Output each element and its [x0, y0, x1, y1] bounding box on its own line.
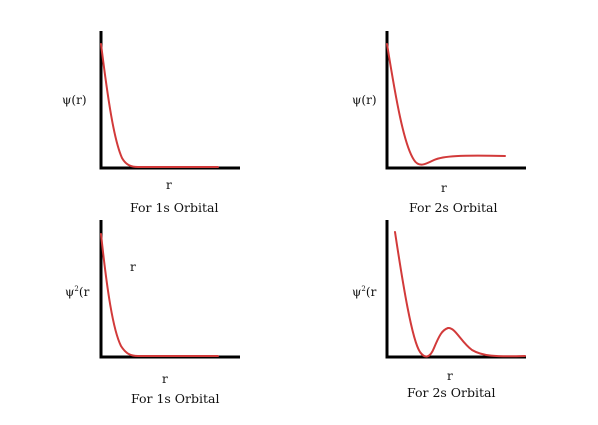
chart-caption: For 2s Orbital [407, 385, 496, 400]
y-axis-label-psi: ψ [65, 285, 74, 299]
axes [99, 31, 240, 170]
psi-1s-curve [100, 43, 219, 168]
y-axis-label-superscript: 2 [74, 285, 78, 293]
panel-1s-psi: ψ(r) r For 1s Orbital [62, 31, 240, 215]
psi-squared-1s-curve [100, 233, 219, 357]
axes [99, 220, 240, 359]
y-axis-label-rest: (r [79, 285, 90, 299]
y-axis-label: ψ(r) [62, 93, 87, 107]
curve-annotation: r [130, 260, 136, 274]
y-axis-label: ψ2(r [352, 285, 377, 299]
axes [385, 31, 526, 170]
psi-squared-2s-curve [394, 231, 526, 358]
chart-caption: For 1s Orbital [131, 391, 220, 406]
chart-caption: For 1s Orbital [130, 200, 219, 215]
x-axis-label: r [441, 181, 447, 195]
x-axis-label: r [166, 178, 172, 192]
y-axis-label-psi: ψ [352, 285, 361, 299]
y-axis-label-rest: (r [366, 285, 377, 299]
y-axis-label: ψ2(r [65, 285, 90, 299]
panel-2s-psi: ψ(r) r For 2s Orbital [352, 31, 526, 215]
axes [385, 220, 526, 359]
y-axis-label-superscript: 2 [361, 285, 365, 293]
psi-2s-curve [386, 43, 506, 166]
y-axis-label: ψ(r) [352, 93, 377, 107]
x-axis-label: r [447, 369, 453, 383]
chart-caption: For 2s Orbital [409, 200, 498, 215]
panel-2s-psi-squared: ψ2(r r For 2s Orbital [352, 220, 526, 400]
panel-1s-psi-squared: ψ2(r r r For 1s Orbital [65, 220, 240, 406]
x-axis-label: r [162, 372, 168, 386]
